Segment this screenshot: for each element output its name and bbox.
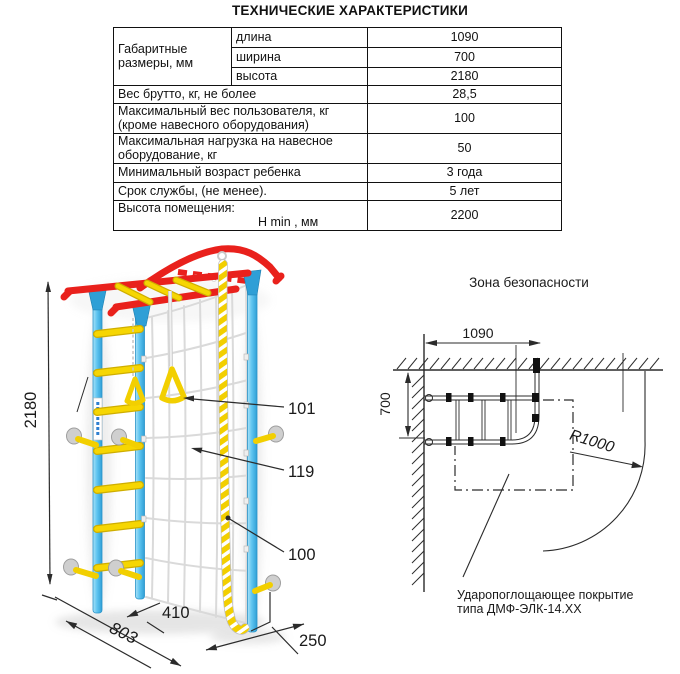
wall-hatching-top <box>396 357 660 370</box>
table-row: Высота помещения: H min , мм 2200 <box>113 200 562 231</box>
note-leader <box>462 473 510 578</box>
table-row: Минимальный возраст ребенка 3 года <box>113 163 562 183</box>
brand-sticker <box>93 397 103 441</box>
dim-ladder-width-label: 410 <box>162 604 190 622</box>
safety-zone-figure: Зона безопасности <box>377 275 663 616</box>
radius-arc <box>542 371 646 552</box>
row-label: Максимальная нагрузка на навесное оборуд… <box>113 133 368 164</box>
page-title: ТЕХНИЧЕСКИЕ ХАРАКТЕРИСТИКИ <box>231 3 468 18</box>
table-row: Срок службы, (не менее). 5 лет <box>113 182 562 201</box>
gym-rings <box>124 290 187 406</box>
dim-depth <box>205 592 305 655</box>
radius-label: R1000 <box>568 427 617 457</box>
callout-net: 119 <box>191 447 314 481</box>
row-label: Минимальный возраст ребенка <box>113 163 368 183</box>
dim-depth-label: 250 <box>299 632 327 650</box>
curved-bar <box>136 245 283 292</box>
dim-height <box>41 281 89 601</box>
room-height-value: 2200 <box>367 200 562 231</box>
climbing-net <box>145 282 253 627</box>
room-height-label-cell: Высота помещения: H min , мм <box>113 200 368 231</box>
table-row: Вес брутто, кг, не более 28,5 <box>113 85 562 104</box>
safety-boundary <box>454 399 574 491</box>
dim-ladder-width <box>126 602 165 634</box>
dim-value: 2180 <box>367 67 562 86</box>
climbing-rope <box>217 251 250 635</box>
callout-rope-label: 100 <box>288 546 316 564</box>
row-label: Максимальный вес пользователя, кг (кроме… <box>113 103 368 134</box>
dim-label: ширина <box>231 47 368 68</box>
dim-base <box>54 596 182 669</box>
dim-zone-depth-label: 700 <box>377 392 393 416</box>
table-row: Габаритные размеры, мм длина 1090 <box>113 27 562 86</box>
room-height-sublabel: H min , мм <box>258 214 319 229</box>
ring-small <box>124 376 146 406</box>
wall-mounts <box>63 425 284 594</box>
row-label: Вес брутто, кг, не более <box>113 85 368 104</box>
callout-net-label: 119 <box>288 463 314 481</box>
technical-drawings: 2180 803 410 250 101 <box>22 245 663 669</box>
dim-zone-width <box>425 340 541 433</box>
row-value: 5 лет <box>367 182 562 201</box>
safety-zone-title: Зона безопасности <box>469 275 589 290</box>
ring-large <box>159 366 187 404</box>
table-row: Максимальная нагрузка на навесное оборуд… <box>113 133 562 164</box>
spec-table: Габаритные размеры, мм длина 1090 ширина… <box>113 27 562 231</box>
callout-rope: 100 <box>225 515 316 564</box>
dim-value: 700 <box>367 47 562 68</box>
front-bar <box>64 269 252 295</box>
post-middle <box>135 306 145 600</box>
dim-label: высота <box>231 67 368 86</box>
callout-rings: 101 <box>183 395 316 418</box>
room-height-label: Высота помещения: <box>118 201 235 215</box>
net-clips <box>141 274 249 553</box>
dim-label: длина <box>231 27 368 48</box>
top-frame <box>60 245 285 317</box>
dim-value: 1090 <box>367 27 562 48</box>
row-value: 3 года <box>367 163 562 183</box>
top-rungs <box>114 276 212 306</box>
dim-height-label: 2180 <box>22 392 40 429</box>
table-row: Максимальный вес пользователя, кг (кроме… <box>113 103 562 134</box>
note-line-1: Ударопоглощающее покрытие <box>457 588 633 602</box>
product-figure: 2180 803 410 250 101 <box>22 245 327 669</box>
row-value: 50 <box>367 133 562 164</box>
callout-rings-label: 101 <box>288 400 316 418</box>
equipment-plan <box>424 353 624 446</box>
plan-clamps <box>446 358 540 446</box>
row-label: Срок службы, (не менее). <box>113 182 368 201</box>
dim-zone-depth <box>399 372 425 439</box>
wall-hatching-left <box>411 374 425 586</box>
post-right <box>247 271 258 633</box>
row-value: 100 <box>367 103 562 134</box>
row-value: 28,5 <box>367 85 562 104</box>
dim-zone-width-label: 1090 <box>462 325 493 341</box>
group-label-cell: Габаритные размеры, мм <box>113 27 232 86</box>
note-line-2: типа ДМФ-ЭЛК-14.ХХ <box>457 602 582 616</box>
